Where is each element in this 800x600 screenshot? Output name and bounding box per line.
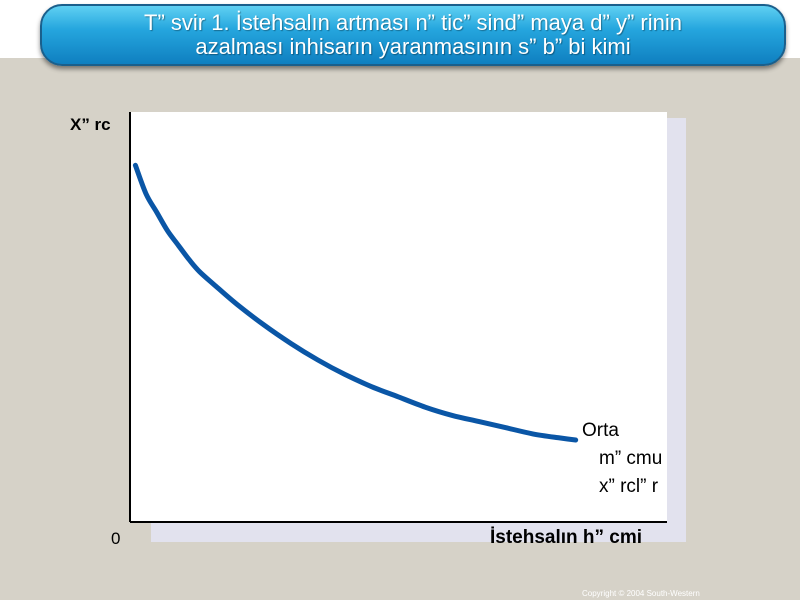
slide-title: T” svir 1. İstehsalın artması n” tic” si… [144,10,682,59]
curve-label-line-3: x” rcl” r [599,476,659,497]
plot-area [130,112,667,523]
title-banner: T” svir 1. İstehsalın artması n” tic” si… [40,4,786,66]
x-axis-label: İstehsalın h” cmi [490,527,643,548]
curve-label-line-1: Orta [582,420,619,441]
curve-label: Orta m” cmu x” rcl” r [582,417,662,501]
origin-label: 0 [111,529,121,548]
curve-label-line-2: m” cmu [599,448,663,469]
copyright-note: Copyright © 2004 South-Western [582,589,700,598]
average-cost-curve [132,162,579,443]
y-axis-label: X” rc [70,115,111,134]
